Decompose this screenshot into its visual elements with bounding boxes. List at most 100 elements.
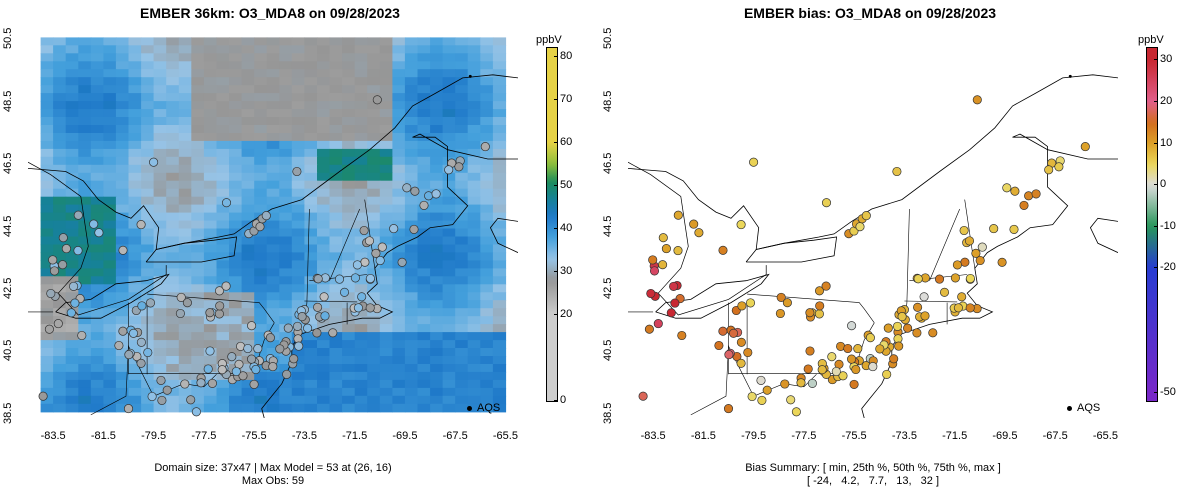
- model-cell: [40, 348, 54, 357]
- model-cell: [53, 53, 67, 62]
- model-cell: [279, 228, 293, 238]
- model-cell: [90, 244, 104, 254]
- model-cell: [379, 53, 393, 62]
- model-cell: [329, 220, 343, 230]
- model-cell: [203, 212, 218, 222]
- model-cell: [467, 204, 481, 214]
- model-cell: [266, 85, 280, 94]
- model-cell: [254, 148, 268, 158]
- model-cell: [304, 236, 318, 246]
- aqs-station-marker: [94, 228, 104, 238]
- bias-station-marker: [718, 326, 728, 336]
- small-island: [468, 74, 472, 78]
- model-cell: [78, 395, 92, 405]
- model-cell: [40, 180, 54, 190]
- model-cell: [417, 117, 431, 126]
- model-cell: [317, 332, 331, 341]
- model-cell: [78, 172, 92, 182]
- model-cell: [317, 133, 331, 142]
- model-cell: [115, 180, 130, 190]
- model-cell: [53, 156, 67, 166]
- model-cell: [229, 125, 243, 134]
- bias-station-marker: [653, 319, 663, 329]
- model-cell: [442, 148, 456, 158]
- model-cell: [191, 188, 205, 198]
- model-cell: [492, 156, 507, 166]
- model-cell: [442, 53, 456, 62]
- model-cell: [480, 403, 494, 413]
- model-cell: [53, 300, 67, 309]
- model-cell: [404, 156, 419, 166]
- model-cell: [367, 284, 381, 293]
- model-cell: [442, 276, 456, 285]
- model-cell: [153, 252, 167, 261]
- model-cell: [40, 292, 54, 301]
- model-cell: [191, 292, 205, 301]
- model-cell: [266, 196, 280, 206]
- model-cell: [379, 379, 393, 389]
- model-cell: [354, 220, 368, 230]
- model-cell: [492, 148, 507, 158]
- model-cell: [266, 371, 280, 381]
- model-cell: [455, 85, 469, 94]
- model-cell: [229, 348, 243, 357]
- model-cell: [178, 348, 192, 357]
- model-cell: [480, 37, 494, 46]
- model-cell: [291, 284, 305, 293]
- x-tick-label: -67.5: [442, 430, 468, 442]
- model-cell: [216, 156, 230, 166]
- model-cell: [379, 276, 393, 285]
- aqs-station-marker: [303, 323, 313, 333]
- x-tick-label: -83.5: [640, 430, 666, 442]
- model-cell: [229, 379, 243, 389]
- model-cell: [103, 292, 117, 301]
- x-tick-label: -75.5: [841, 430, 867, 442]
- model-cell: [417, 53, 431, 62]
- model-cell: [379, 148, 393, 158]
- bias-station-marker: [648, 255, 658, 265]
- model-cell: [40, 156, 54, 166]
- model-cell: [229, 316, 243, 325]
- model-cell: [178, 403, 192, 413]
- model-cell: [492, 403, 507, 413]
- model-cell: [492, 387, 507, 397]
- y-tick-label: 42.5: [602, 277, 614, 299]
- model-cell: [78, 156, 92, 166]
- model-cell: [492, 140, 507, 150]
- model-cell: [241, 387, 255, 397]
- colorbar-tick-label: -20: [1154, 261, 1176, 274]
- aqs-station-marker: [352, 260, 362, 270]
- aqs-station-marker: [377, 242, 387, 252]
- bias-station-marker: [865, 333, 875, 343]
- model-cell: [279, 403, 293, 413]
- model-cell: [455, 140, 469, 150]
- model-cell: [266, 220, 280, 230]
- model-cell: [78, 371, 92, 381]
- model-cell: [291, 292, 305, 301]
- model-cell: [442, 69, 456, 78]
- model-cell: [329, 69, 343, 78]
- model-cell: [40, 364, 54, 373]
- model-cell: [291, 69, 305, 78]
- model-cell: [178, 85, 192, 94]
- model-cell: [141, 220, 155, 230]
- model-cell: [291, 117, 305, 126]
- model-cell: [304, 77, 318, 86]
- model-cell: [392, 180, 406, 190]
- model-cell: [141, 156, 155, 166]
- aqs-station-marker: [162, 385, 172, 395]
- model-cell: [404, 109, 419, 118]
- model-cell: [229, 172, 243, 182]
- model-cell: [103, 77, 117, 86]
- colorbar-tick-label: 0: [553, 394, 567, 406]
- model-cell: [417, 395, 431, 405]
- model-cell: [40, 109, 54, 118]
- aqs-station-marker: [123, 404, 134, 414]
- model-cell: [342, 268, 356, 277]
- model-cell: [266, 93, 280, 102]
- model-cell: [467, 196, 481, 206]
- model-cell: [216, 403, 230, 413]
- model-cell: [203, 371, 218, 381]
- model-cell: [40, 387, 54, 397]
- model-cell: [354, 140, 368, 150]
